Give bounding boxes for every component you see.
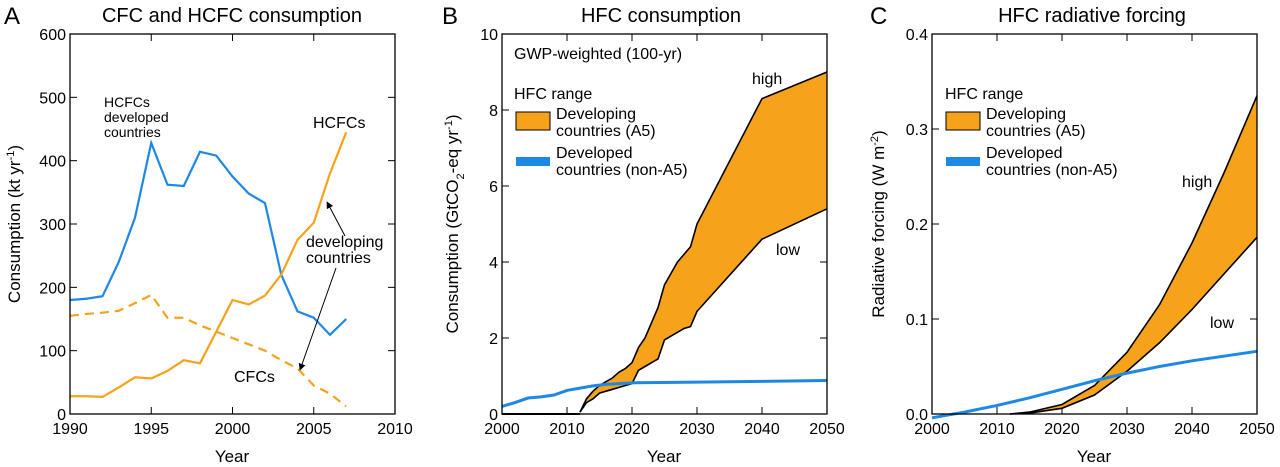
annotation-gwp: GWP-weighted (100-yr) (514, 46, 682, 63)
legend-b-item1-b: countries (A5) (556, 123, 656, 140)
legend-c-title: HFC range (945, 86, 1023, 103)
series-developed-band (931, 349, 1258, 420)
panel-a-title: CFC and HCFC consumption (102, 5, 362, 27)
x-tick-label: 2030 (679, 421, 715, 438)
y-tick-label: 0.1 (906, 312, 928, 329)
panel-c-plot: 2000 2010 2020 2030 2040 2050 0.0 0.1 0.2 0.3 0.4 (906, 27, 1275, 438)
series-developed-band (501, 379, 828, 408)
x-tick-label: 2010 (979, 421, 1015, 438)
panel-c-title: HFC radiative forcing (998, 5, 1186, 27)
legend-b-item1-a: Developing (556, 106, 636, 123)
panel-b-plot: 2000 2010 2020 2030 2040 2050 0 2 4 6 8 10 (480, 27, 845, 438)
x-tick-label: 2010 (549, 421, 585, 438)
x-tick-label: 2000 (215, 421, 251, 438)
legend-b-item2-b: countries (non-A5) (556, 162, 688, 179)
y-tick-label: 0.2 (906, 217, 928, 234)
y-tick-label: 0.3 (906, 122, 928, 139)
panel-a-letter: A (4, 3, 20, 30)
arrow-to-hcfcs (326, 201, 346, 237)
y-tick-label: 400 (39, 154, 66, 171)
range-high-line (1009, 95, 1258, 415)
x-tick-label: 2030 (1109, 421, 1145, 438)
panel-a: A CFC and HCFC consumption 1990 1995 2000 2… (4, 3, 413, 466)
series-line-2 (69, 293, 347, 408)
x-tick-label: 2020 (1044, 421, 1080, 438)
legend-c-swatch-developing (945, 111, 981, 131)
annotation-b-high: high (752, 71, 782, 88)
legend-c-item2-b: countries (non-A5) (986, 162, 1118, 179)
y-tick-label: 0.0 (906, 407, 928, 424)
range-low-line (579, 208, 828, 413)
annotation-developing-1: developing (306, 234, 383, 251)
y-tick-label: 10 (480, 27, 498, 44)
y-tick-label: 0.4 (906, 27, 928, 44)
legend-c-item2-a: Developed (986, 145, 1063, 162)
arrow-to-cfcs (298, 267, 337, 371)
range-low-line (1009, 236, 1258, 415)
y-tick-label: 8 (489, 103, 498, 120)
legend-c-item1-b: countries (A5) (986, 123, 1086, 140)
panel-a-frame (69, 33, 396, 415)
annotation-hcfc-developed-1: HCFCs (104, 94, 150, 110)
panel-a-plot: 1990 1995 2000 2005 2010 0 100 200 300 400 500 600 (39, 27, 413, 438)
panel-c-ylabel: Radiative forcing (W m-2) (869, 130, 888, 317)
panel-b: B HFC consumption 2000 2010 2020 2030 2040 20… (442, 3, 845, 466)
legend-b-swatch-developing (515, 111, 551, 131)
y-tick-label: 0 (57, 407, 66, 424)
series-line-1 (70, 131, 348, 399)
annotation-cfcs: CFCs (234, 369, 275, 386)
panel-c-xlabel: Year (1077, 447, 1112, 466)
y-tick-label: 300 (39, 217, 66, 234)
y-tick-label: 600 (39, 27, 66, 44)
legend-c-item1-a: Developing (986, 106, 1066, 123)
legend-b-swatch-developed (516, 157, 550, 166)
annotation-c-low: low (1210, 315, 1234, 332)
panel-a-xlabel: Year (215, 447, 250, 466)
x-tick-label: 2020 (614, 421, 650, 438)
range-area-developing (1010, 95, 1257, 414)
series-line-0 (69, 139, 348, 337)
panel-b-letter: B (442, 3, 458, 30)
x-tick-label: 2010 (377, 421, 413, 438)
annotation-developing-2: countries (306, 250, 371, 267)
annotation-hcfc-developed-3: countries (104, 124, 161, 140)
panel-c-frame (931, 33, 1258, 415)
annotation-c-high: high (1182, 174, 1212, 191)
annotation-hcfc-developed-2: developed (104, 109, 169, 125)
panel-b-frame (501, 33, 828, 415)
x-tick-label: 2050 (1239, 421, 1275, 438)
x-tick-label: 2005 (296, 421, 332, 438)
y-tick-label: 0 (489, 407, 498, 424)
legend-b-item2-a: Developed (556, 145, 633, 162)
x-tick-label: 2040 (1174, 421, 1210, 438)
x-tick-label: 2050 (809, 421, 845, 438)
legend-c-swatch-developed (946, 157, 980, 166)
panel-a-ylabel: Consumption (kt yr-1) (5, 145, 24, 303)
y-tick-label: 200 (39, 280, 66, 297)
y-tick-label: 100 (39, 344, 66, 361)
x-tick-label: 1995 (133, 421, 169, 438)
x-tick-label: 2000 (914, 421, 950, 438)
annotation-hcfcs: HCFCs (313, 115, 365, 132)
x-tick-label: 2000 (484, 421, 520, 438)
x-tick-label: 1990 (52, 421, 88, 438)
panel-b-xlabel: Year (647, 447, 682, 466)
y-tick-label: 6 (489, 179, 498, 196)
y-tick-label: 500 (39, 90, 66, 107)
y-tick-label: 4 (489, 255, 498, 272)
panel-c-letter: C (870, 3, 887, 30)
panel-b-ylabel: Consumption (GtCO2-eq yr-1) (443, 114, 467, 333)
x-tick-label: 2040 (744, 421, 780, 438)
legend-b-title: HFC range (514, 86, 592, 103)
range-area-developing (580, 72, 827, 413)
annotation-b-low: low (776, 242, 800, 259)
y-tick-label: 2 (489, 331, 498, 348)
panel-b-title: HFC consumption (581, 5, 741, 27)
panel-c: C HFC radiative forcing 2000 2010 2020 2030… (869, 3, 1275, 466)
